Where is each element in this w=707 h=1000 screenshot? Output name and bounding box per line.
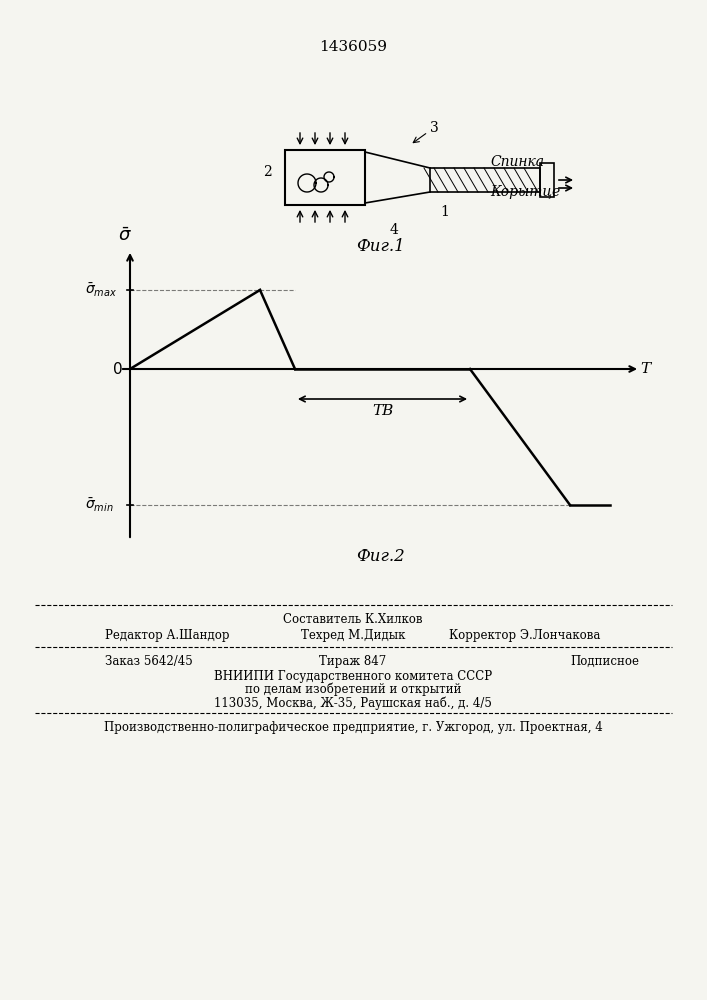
Text: T: T — [640, 362, 650, 376]
Text: $\bar{\sigma}_{min}$: $\bar{\sigma}_{min}$ — [85, 496, 114, 514]
Text: $\bar{\sigma}$: $\bar{\sigma}$ — [118, 227, 132, 245]
Text: Спинка: Спинка — [490, 155, 544, 169]
Text: 0: 0 — [113, 361, 123, 376]
Text: Фиг.1: Фиг.1 — [356, 238, 404, 255]
Bar — [285, 150, 365, 205]
Text: ВНИИПИ Государственного комитета СССР: ВНИИПИ Государственного комитета СССР — [214, 670, 492, 683]
Bar — [540, 163, 554, 197]
Text: Техред М.Дидык: Техред М.Дидык — [300, 629, 405, 642]
Text: Подписное: Подписное — [570, 655, 639, 668]
Text: Составитель К.Хилков: Составитель К.Хилков — [284, 613, 423, 626]
Text: 113035, Москва, Ж-35, Раушская наб., д. 4/5: 113035, Москва, Ж-35, Раушская наб., д. … — [214, 696, 492, 710]
Text: Производственно-полиграфическое предприятие, г. Ужгород, ул. Проектная, 4: Производственно-полиграфическое предприя… — [104, 721, 602, 734]
Text: Фиг.2: Фиг.2 — [356, 548, 404, 565]
Text: Редактор А.Шандор: Редактор А.Шандор — [105, 629, 230, 642]
Text: 1436059: 1436059 — [319, 40, 387, 54]
Bar — [430, 168, 540, 192]
Text: 2: 2 — [262, 165, 271, 180]
Text: $\bar{\sigma}_{max}$: $\bar{\sigma}_{max}$ — [85, 281, 117, 299]
Text: Заказ 5642/45: Заказ 5642/45 — [105, 655, 193, 668]
Text: 4: 4 — [390, 223, 399, 237]
Text: по делам изобретений и открытий: по делам изобретений и открытий — [245, 683, 461, 696]
Text: TB: TB — [372, 404, 393, 418]
Text: Корытце: Корытце — [490, 185, 560, 199]
Text: 1: 1 — [440, 205, 449, 219]
Text: Тираж 847: Тираж 847 — [320, 655, 387, 668]
Text: Корректор Э.Лончакова: Корректор Э.Лончакова — [449, 629, 600, 642]
Text: 3: 3 — [430, 121, 439, 135]
